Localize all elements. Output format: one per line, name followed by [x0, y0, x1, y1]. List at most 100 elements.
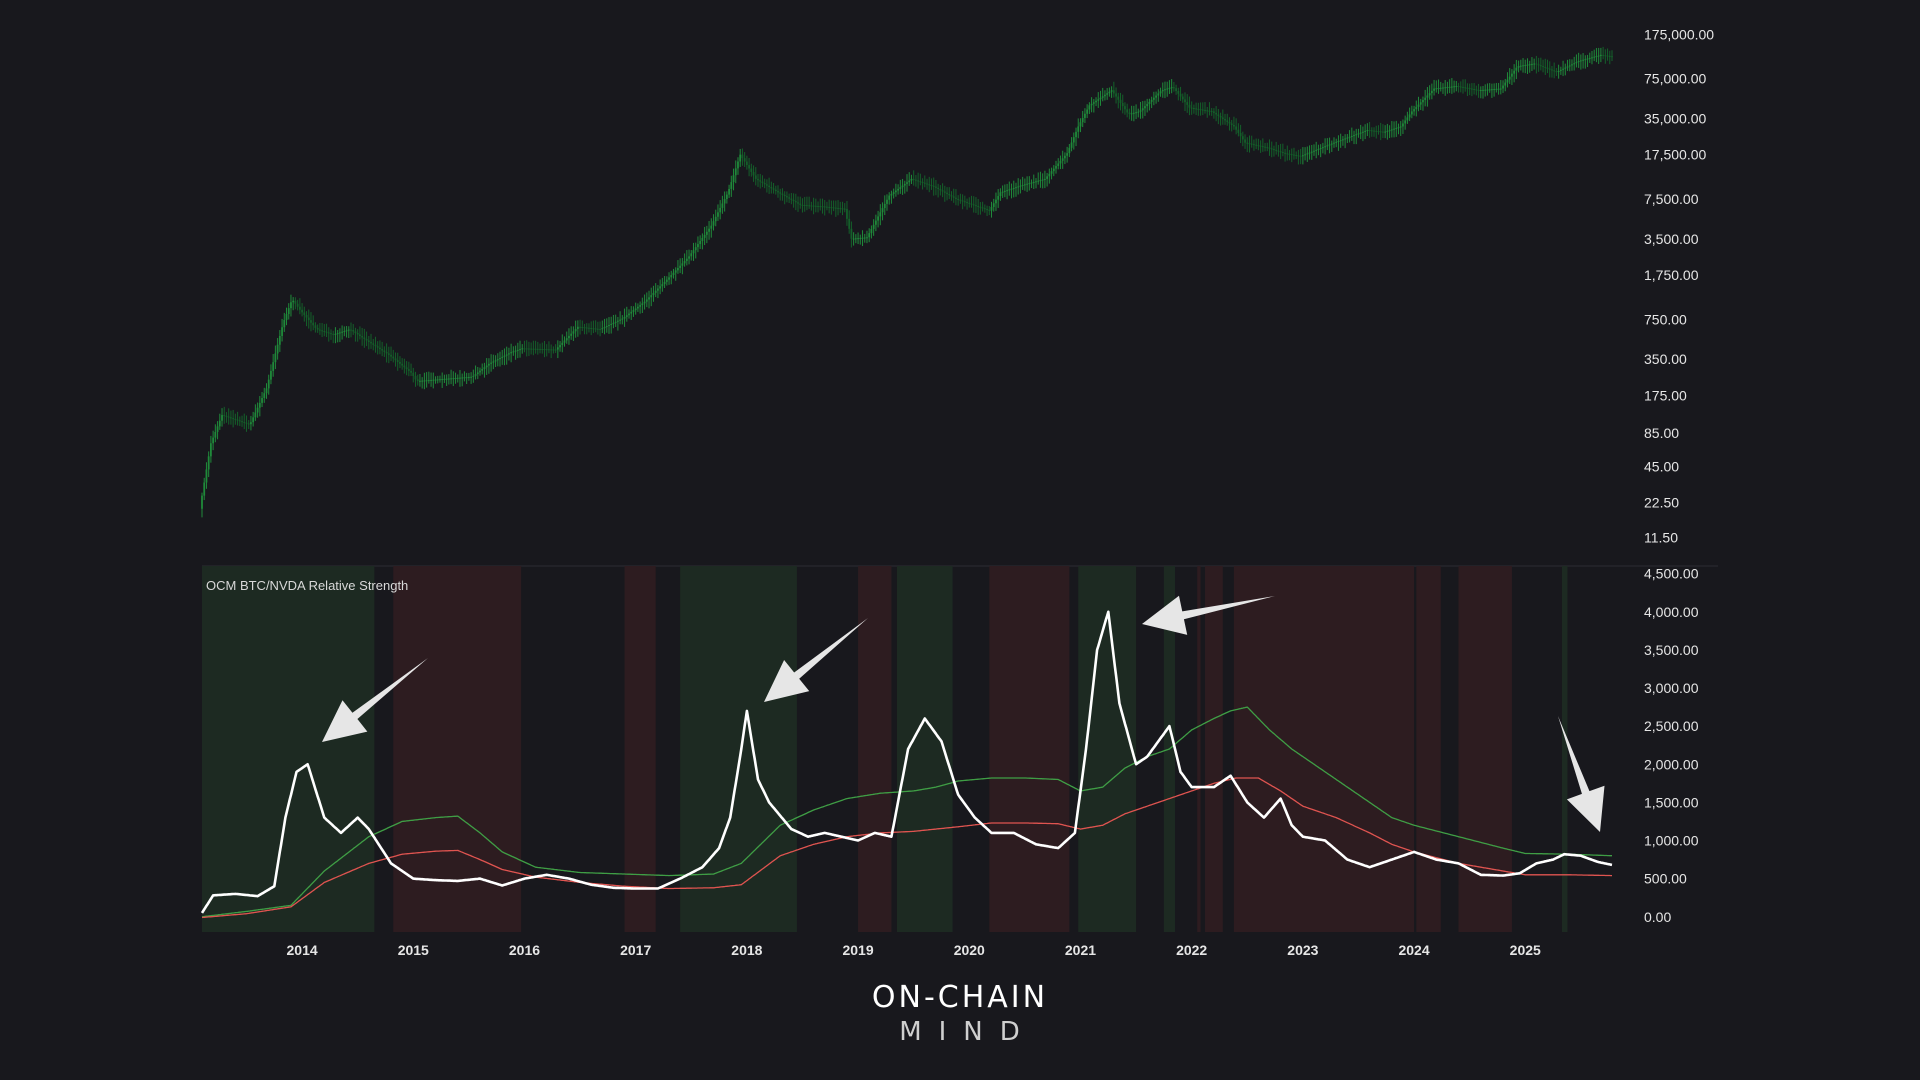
price-candle [1384, 131, 1387, 133]
price-candle [1606, 55, 1609, 57]
price-candle [703, 234, 706, 238]
price-candle [1424, 97, 1427, 100]
price-candle [1006, 190, 1008, 192]
price-candle [1115, 93, 1117, 97]
price-candle [841, 208, 844, 210]
price-y-tick-label: 3,500.00 [1644, 231, 1699, 247]
price-candle [1439, 87, 1442, 89]
price-candle [1415, 106, 1418, 110]
price-candle [385, 351, 388, 354]
price-candle [935, 186, 937, 188]
price-candle [1250, 143, 1253, 145]
price-candle [1315, 149, 1318, 151]
price-candle [1502, 85, 1504, 89]
price-candle [1435, 88, 1438, 90]
price-candle [970, 203, 973, 205]
price-candle [1462, 86, 1464, 88]
price-candle [1021, 184, 1024, 186]
price-candle [1551, 69, 1553, 71]
price-candle [1366, 130, 1369, 132]
price-candle [1548, 68, 1551, 70]
price-candle [296, 303, 299, 307]
price-candle [963, 201, 966, 203]
price-candle [392, 356, 395, 359]
price-candle [919, 181, 922, 183]
price-candle [810, 205, 813, 207]
price-candle [1573, 63, 1576, 65]
price-candle [1048, 173, 1051, 177]
price-candle [347, 329, 350, 331]
price-candle [1137, 111, 1140, 113]
price-candle [1239, 132, 1242, 137]
price-candle [1399, 126, 1402, 128]
price-candle [1059, 160, 1062, 164]
price-candle [990, 206, 993, 211]
price-candle [886, 199, 888, 204]
price-candle [710, 225, 713, 229]
price-candle [521, 348, 524, 350]
price-candle [732, 175, 735, 183]
price-candle [1230, 123, 1233, 125]
price-candle [681, 263, 684, 266]
price-candle [1522, 65, 1524, 67]
price-candle [1226, 120, 1229, 122]
price-candle [548, 349, 550, 351]
price-candle [223, 415, 226, 417]
price-candle [1270, 148, 1273, 150]
price-candle [356, 332, 359, 335]
price-candle [1126, 109, 1129, 113]
price-candle [1362, 131, 1364, 133]
price-candle [972, 204, 975, 206]
price-candle [977, 205, 980, 207]
price-candle [1553, 70, 1556, 72]
price-candle [899, 187, 902, 189]
price-candle [561, 342, 564, 346]
price-candle [941, 190, 944, 192]
price-candle [694, 247, 697, 251]
price-candle [1397, 127, 1400, 129]
price-candle [472, 375, 475, 377]
price-candle [1099, 97, 1102, 100]
price-candle [1608, 55, 1611, 57]
price-candle [316, 327, 319, 330]
price-candle [321, 330, 323, 332]
price-candle [1213, 111, 1215, 113]
price-candle [939, 189, 942, 191]
indicator-y-tick-label: 2,000.00 [1644, 756, 1699, 772]
price-candle [1261, 146, 1264, 148]
price-candle [334, 333, 337, 335]
price-candle [1104, 94, 1106, 97]
price-candle [401, 363, 404, 366]
price-candle [274, 353, 277, 363]
price-candle [1181, 96, 1184, 100]
price-candle [1353, 135, 1355, 137]
price-candle [443, 378, 446, 380]
price-candle [410, 370, 412, 373]
price-candle [612, 322, 615, 324]
price-candle [1446, 87, 1449, 89]
price-candle [877, 216, 879, 221]
price-candle [817, 205, 819, 207]
price-candle [1023, 184, 1026, 186]
price-candle [1219, 115, 1222, 118]
price-candle [1061, 158, 1064, 161]
price-candle [679, 265, 682, 269]
price-candle [610, 323, 613, 325]
price-candle [1308, 152, 1311, 154]
price-candle [1015, 187, 1017, 189]
price-candle [663, 281, 666, 285]
price-candle [474, 374, 477, 376]
price-candle [1008, 189, 1011, 191]
price-candle [496, 359, 499, 361]
price-candle [312, 322, 315, 326]
price-candle [267, 379, 270, 389]
price-candle [790, 198, 793, 200]
price-candle [327, 332, 330, 334]
price-candle [881, 208, 884, 213]
price-candle [559, 345, 561, 348]
price-candle [779, 192, 782, 194]
price-candle [232, 418, 235, 420]
price-candle [425, 380, 428, 382]
price-y-tick-label: 750.00 [1644, 311, 1687, 327]
price-y-tick-label: 7,500.00 [1644, 191, 1699, 207]
